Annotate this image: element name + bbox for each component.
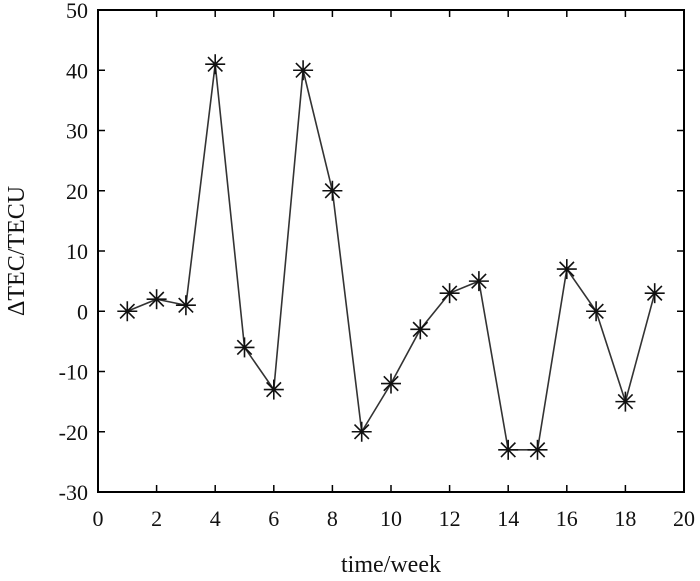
data-point-marker bbox=[439, 283, 460, 304]
x-tick-label: 12 bbox=[439, 506, 461, 531]
x-tick-label: 0 bbox=[93, 506, 104, 531]
data-point-marker bbox=[146, 289, 167, 310]
data-point-marker bbox=[498, 439, 519, 460]
asterisk-stroke bbox=[178, 297, 194, 313]
y-tick-label: -20 bbox=[59, 420, 88, 445]
asterisk-stroke bbox=[383, 375, 399, 392]
data-point-marker bbox=[205, 54, 226, 75]
y-tick-label: 0 bbox=[77, 299, 88, 324]
x-tick-label: 10 bbox=[380, 506, 402, 531]
data-point-marker bbox=[322, 180, 343, 201]
asterisk-stroke bbox=[471, 273, 487, 289]
asterisk-stroke bbox=[529, 442, 546, 458]
x-tick-label: 14 bbox=[497, 506, 519, 531]
asterisk-stroke bbox=[324, 182, 341, 199]
y-tick-label: 10 bbox=[66, 239, 88, 264]
asterisk-stroke bbox=[617, 393, 634, 410]
data-point-marker bbox=[175, 295, 196, 316]
x-tick-label: 18 bbox=[614, 506, 636, 531]
data-point-marker bbox=[293, 60, 314, 81]
asterisk-stroke bbox=[266, 381, 282, 398]
x-tick-label: 4 bbox=[210, 506, 221, 531]
data-point-marker bbox=[263, 379, 284, 400]
x-tick-label: 2 bbox=[151, 506, 162, 531]
x-tick-label: 8 bbox=[327, 506, 338, 531]
x-tick-label: 16 bbox=[556, 506, 578, 531]
plot-frame bbox=[97, 9, 685, 493]
x-tick-label: 6 bbox=[268, 506, 279, 531]
y-tick-label: -10 bbox=[59, 360, 88, 385]
asterisk-stroke bbox=[353, 423, 370, 440]
asterisk-stroke bbox=[500, 442, 516, 458]
data-point-marker bbox=[117, 301, 138, 322]
y-tick-label: 40 bbox=[66, 58, 88, 83]
y-tick-label: 30 bbox=[66, 119, 88, 144]
data-point-marker bbox=[468, 271, 489, 292]
asterisk-stroke bbox=[207, 56, 223, 72]
data-point-marker bbox=[644, 283, 665, 304]
data-point-marker bbox=[410, 319, 431, 340]
data-point-marker bbox=[234, 337, 255, 358]
asterisk-stroke bbox=[295, 62, 311, 79]
data-point-marker bbox=[351, 421, 372, 442]
asterisk-stroke bbox=[441, 285, 458, 301]
y-tick-label: 20 bbox=[66, 179, 88, 204]
data-point-marker bbox=[527, 439, 548, 460]
data-point-marker bbox=[615, 391, 636, 412]
data-point-marker bbox=[586, 301, 607, 322]
y-tick-label: -30 bbox=[59, 480, 88, 505]
data-point-marker bbox=[556, 259, 577, 280]
data-point-marker bbox=[381, 373, 401, 394]
y-axis-title: ΔTEC/TECU bbox=[4, 186, 30, 316]
asterisk-stroke bbox=[588, 303, 604, 320]
asterisk-stroke bbox=[148, 291, 165, 307]
asterisk-stroke bbox=[646, 285, 663, 301]
asterisk-stroke bbox=[412, 321, 429, 338]
asterisk-stroke bbox=[236, 339, 253, 356]
asterisk-stroke bbox=[559, 261, 575, 277]
asterisk-stroke bbox=[119, 303, 136, 320]
x-axis-title: time/week bbox=[341, 552, 441, 578]
y-tick-label: 50 bbox=[66, 0, 88, 23]
x-tick-label: 20 bbox=[673, 506, 695, 531]
